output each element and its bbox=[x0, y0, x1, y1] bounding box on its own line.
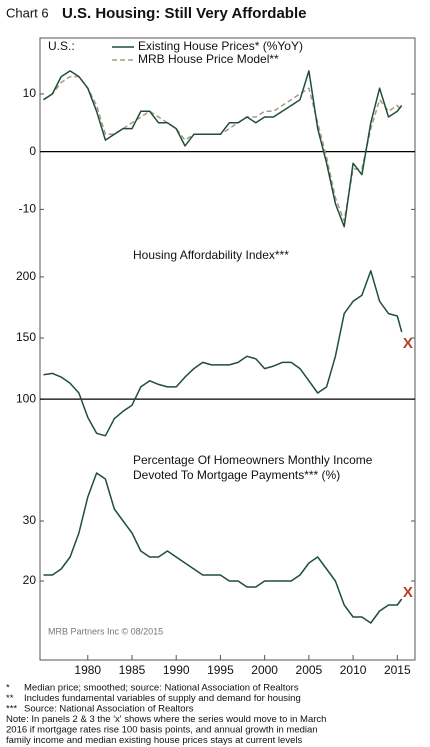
y-tick-label: 0 bbox=[29, 144, 36, 158]
chart-label: Chart 6 bbox=[6, 5, 49, 20]
frame bbox=[39, 37, 416, 661]
footnote-text: Source: National Association of Realtors bbox=[24, 704, 194, 715]
series-line bbox=[43, 270, 403, 437]
y-tick-label: 20 bbox=[23, 573, 37, 587]
y-tick-label: 150 bbox=[16, 330, 36, 344]
x-tick-label: 1985 bbox=[119, 663, 146, 677]
note-line: Note: In panels 2 & 3 the 'x' shows wher… bbox=[6, 714, 326, 725]
footnote-text: Median price; smoothed; source: National… bbox=[24, 683, 299, 694]
x-tick-label: 2010 bbox=[340, 663, 367, 677]
x-tick-label: 1990 bbox=[163, 663, 190, 677]
series-line bbox=[43, 70, 403, 228]
y-tick-label: 30 bbox=[23, 513, 37, 527]
footnote-mark: ** bbox=[6, 693, 14, 704]
panel-title: Devoted To Mortgage Payments*** (%) bbox=[133, 468, 340, 482]
legend-label: Existing House Prices* (%YoY) bbox=[138, 39, 303, 53]
panel-label: U.S.: bbox=[48, 39, 75, 53]
footnote-mark: * bbox=[6, 683, 10, 694]
legend-label: MRB House Price Model** bbox=[138, 52, 279, 66]
y-tick-label: 200 bbox=[16, 269, 36, 283]
y-tick-label: 10 bbox=[23, 86, 37, 100]
series-line bbox=[43, 472, 403, 624]
source: MRB Partners Inc © 08/2015 bbox=[48, 626, 163, 636]
note-line: 2016 if mortgage rates rise 100 basis po… bbox=[6, 725, 318, 736]
x-tick-label: 2000 bbox=[251, 663, 278, 677]
projection-marker: X bbox=[403, 584, 413, 601]
panel-title: Housing Affordability Index*** bbox=[133, 248, 289, 262]
x-tick-label: 2015 bbox=[384, 663, 411, 677]
x-tick-label: 1995 bbox=[207, 663, 234, 677]
projection-marker: X bbox=[403, 335, 413, 352]
footnote-text: Includes fundamental variables of supply… bbox=[24, 693, 301, 704]
y-tick-label: 100 bbox=[16, 391, 36, 405]
x-tick-label: 2005 bbox=[296, 663, 323, 677]
chart-title: U.S. Housing: Still Very Affordable bbox=[62, 5, 306, 22]
footnote-mark: *** bbox=[6, 704, 17, 715]
y-tick-label: -10 bbox=[19, 202, 37, 216]
panel-title: Percentage Of Homeowners Monthly Income bbox=[133, 453, 373, 467]
x-tick-label: 1980 bbox=[74, 663, 101, 677]
note-line: family income and median existing house … bbox=[6, 735, 302, 746]
